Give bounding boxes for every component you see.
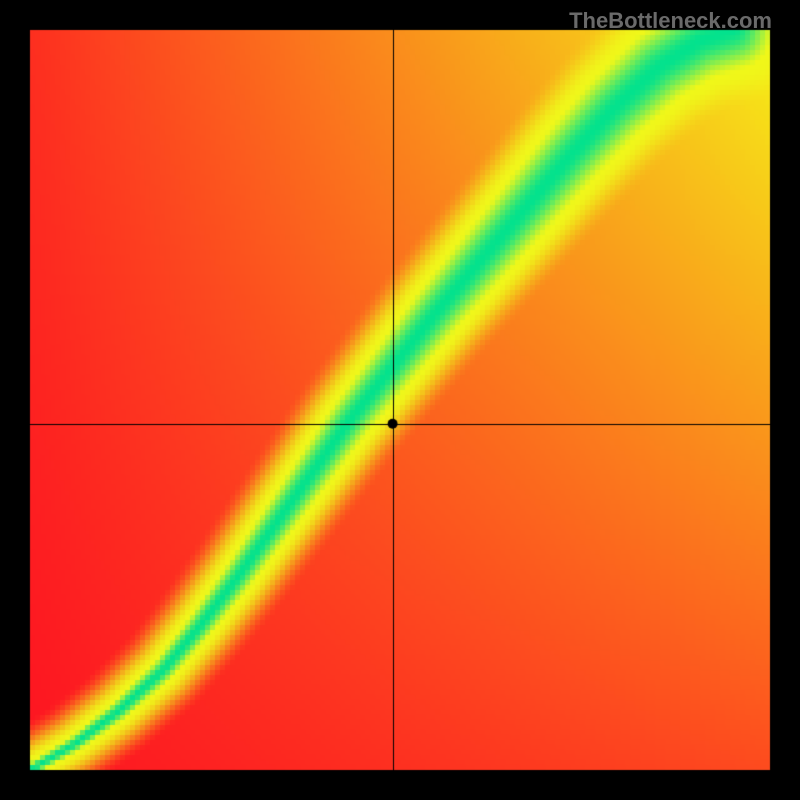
chart-container: { "watermark": { "text": "TheBottleneck.… xyxy=(0,0,800,800)
watermark-text: TheBottleneck.com xyxy=(569,8,772,34)
bottleneck-heatmap xyxy=(0,0,800,800)
